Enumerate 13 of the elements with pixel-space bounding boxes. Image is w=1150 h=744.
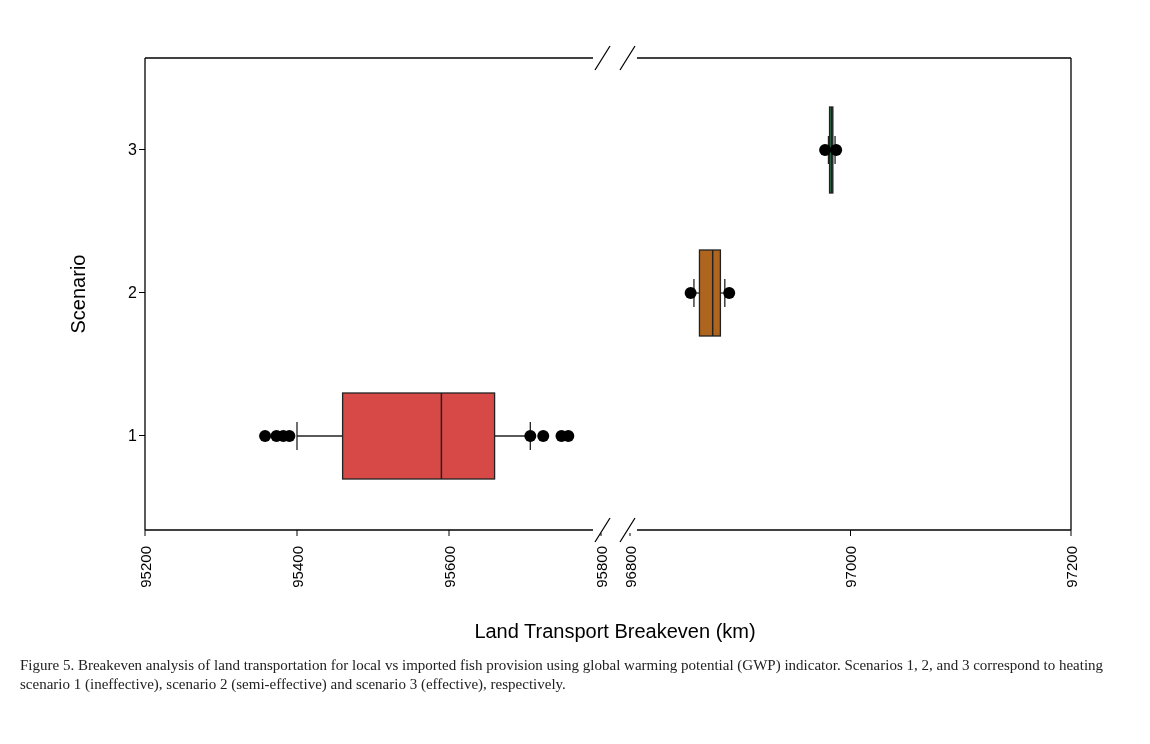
x-tick-label: 96800 bbox=[621, 546, 639, 588]
x-tick-label: 95600 bbox=[440, 546, 458, 588]
x-tick-label: 95400 bbox=[288, 546, 306, 588]
y-tick-label: 1 bbox=[128, 427, 138, 445]
x-axis-title: Land Transport Breakeven (km) bbox=[473, 620, 757, 643]
caption: Figure 5. Breakeven analysis of land transportation for local vs imported fish provision using global warming potential (GWP) indicator. Scenarios 1, 2, and 3 correspond to heating scenario 1 (ineffective), scenario 2 (semi-effective) and scenario 3 (effective), respectively. bbox=[20, 656, 1105, 694]
x-tick-label: 97000 bbox=[842, 546, 859, 588]
y-tick-label: 2 bbox=[128, 284, 138, 302]
y-axis-title: Scenario bbox=[67, 254, 90, 334]
x-tick-label: 95200 bbox=[136, 546, 154, 588]
x-tick-label: 97200 bbox=[1062, 546, 1080, 588]
y-tick-label: 3 bbox=[128, 141, 138, 159]
x-tick-label: 95800 bbox=[592, 546, 610, 588]
